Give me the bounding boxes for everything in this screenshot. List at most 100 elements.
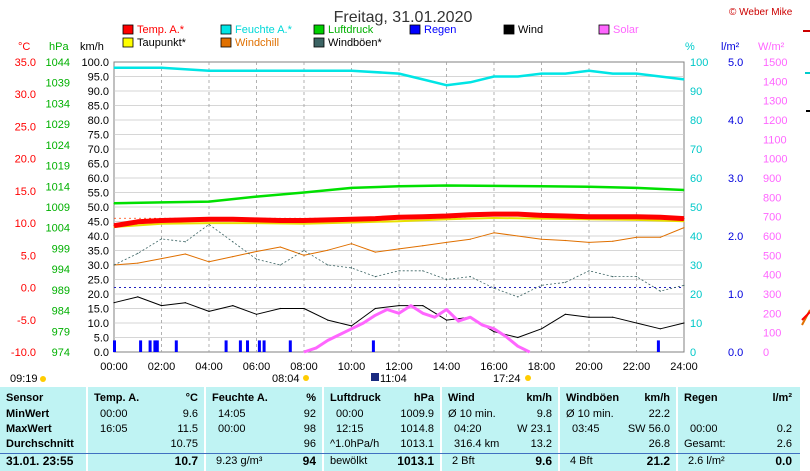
series-point: [445, 218, 448, 220]
series-point: [398, 73, 400, 75]
rain-bar: [139, 340, 143, 352]
gusts-current-value: 21.2: [646, 454, 670, 468]
series-point: [113, 225, 115, 227]
series-point: [445, 241, 448, 243]
pressure-tick-label: 1014: [46, 181, 70, 193]
temp-avg-value: 10.75: [170, 438, 198, 450]
temp-min-value: 9.6: [182, 408, 198, 420]
series-point: [540, 218, 543, 220]
legend-item-label: Temp. A.*: [137, 24, 185, 36]
wind-tick-label: 65.0: [88, 159, 109, 171]
series-point: [137, 221, 139, 223]
solar-tick-label: 700: [763, 212, 781, 224]
series-point: [445, 84, 448, 86]
gusts-max-value: SW 56.0: [627, 423, 670, 435]
unit-percent: %: [685, 41, 695, 53]
sunrise-time: 08:04: [272, 373, 300, 385]
stats-sensor-title: Sensor: [6, 392, 44, 404]
legend-swatch: [313, 37, 325, 48]
time-tick-label: 10:00: [338, 361, 366, 373]
series-point: [303, 223, 305, 225]
temp-tick-label: 15.0: [15, 186, 36, 198]
chart-title: Freitag, 31.01.2020: [334, 9, 473, 26]
wind-avg-label: Ø 10 min.: [448, 408, 496, 420]
rain-bar: [153, 340, 157, 352]
time-tick-label: 16:00: [480, 361, 508, 373]
series-point: [255, 258, 258, 260]
rain-bar: [257, 340, 261, 352]
rain-tick-label: 1.0: [728, 289, 743, 301]
series-point: [434, 316, 436, 318]
humidity-tick-label: 10: [690, 318, 702, 330]
series-point: [184, 302, 186, 304]
series-point: [255, 222, 258, 224]
wind-tick-label: 35.0: [88, 246, 109, 258]
series-point: [540, 328, 543, 330]
series-point: [208, 201, 210, 203]
gusts-max-time: 03:45: [572, 423, 600, 435]
time-tick-label: 08:00: [290, 361, 318, 373]
series-point: [279, 246, 281, 248]
series-point: [232, 256, 234, 258]
series-point: [635, 322, 638, 324]
time-tick-label: 02:00: [148, 361, 176, 373]
series-point: [612, 73, 614, 75]
series-point: [612, 316, 614, 318]
series-point: [469, 81, 471, 83]
pressure-tick-label: 1044: [46, 57, 70, 69]
rain-total-label: Gesamt:: [684, 438, 726, 450]
stats-col-gusts: Windböen km/h Ø 10 min. 22.2 03:45 SW 56.0 …: [560, 387, 678, 471]
humidity-tick-label: 0: [690, 347, 696, 359]
legend-swatch: [122, 24, 134, 35]
stats-separator: [0, 453, 800, 454]
series-point: [493, 217, 495, 219]
wind-current-value: 9.6: [535, 454, 552, 468]
series-point: [327, 339, 329, 341]
rain-bar: [148, 340, 152, 352]
series-point: [386, 308, 388, 311]
series-point: [540, 238, 543, 240]
series-point: [469, 276, 471, 278]
series-point: [683, 218, 685, 220]
series-point: [493, 287, 495, 289]
wind-tick-label: 10.0: [88, 318, 109, 330]
series-point: [659, 236, 661, 238]
series-point: [635, 187, 638, 189]
series-point: [445, 308, 448, 311]
time-tick-label: 18:00: [528, 361, 556, 373]
moon-icon: [40, 376, 46, 382]
series-point: [113, 302, 115, 304]
series-point: [481, 324, 483, 326]
temp-tick-label: 20.0: [15, 154, 36, 166]
series-point: [445, 319, 448, 321]
series-point: [303, 191, 305, 194]
legend-item-label: Feuchte A.*: [235, 24, 293, 36]
legend-item-label: Wind: [518, 24, 543, 36]
series-point: [493, 213, 495, 215]
humidity-absolute: 9.23 g/m³: [216, 455, 263, 467]
solar-tick-label: 500: [763, 250, 781, 262]
series-point: [517, 213, 519, 215]
temp-tick-label: 35.0: [15, 57, 36, 69]
series-point: [517, 75, 519, 78]
series-point: [635, 73, 638, 75]
series-point: [588, 186, 590, 188]
wind-tick-label: 70.0: [88, 144, 109, 156]
humidity-tick-label: 40: [690, 231, 702, 243]
temp-max-time: 16:05: [100, 423, 128, 435]
stats-avg-label: Durchschnitt: [6, 438, 74, 450]
series-point: [303, 351, 305, 353]
wind-unit: km/h: [526, 392, 552, 404]
pressure-tick-label: 1009: [46, 202, 70, 214]
series-point: [635, 219, 638, 221]
edge-markers: [801, 30, 810, 326]
series-point: [588, 316, 590, 318]
legend-swatch: [220, 37, 232, 48]
series-point: [564, 73, 566, 75]
series-point: [303, 307, 305, 310]
stats-col-wind: Wind km/h Ø 10 min. 9.8 04:20 W 23.1 316.4 …: [442, 387, 560, 471]
humidity-current-value: 94: [302, 454, 316, 468]
rain-bar: [656, 340, 660, 352]
wind-tick-label: 0.0: [94, 347, 109, 359]
series-point: [469, 238, 471, 240]
